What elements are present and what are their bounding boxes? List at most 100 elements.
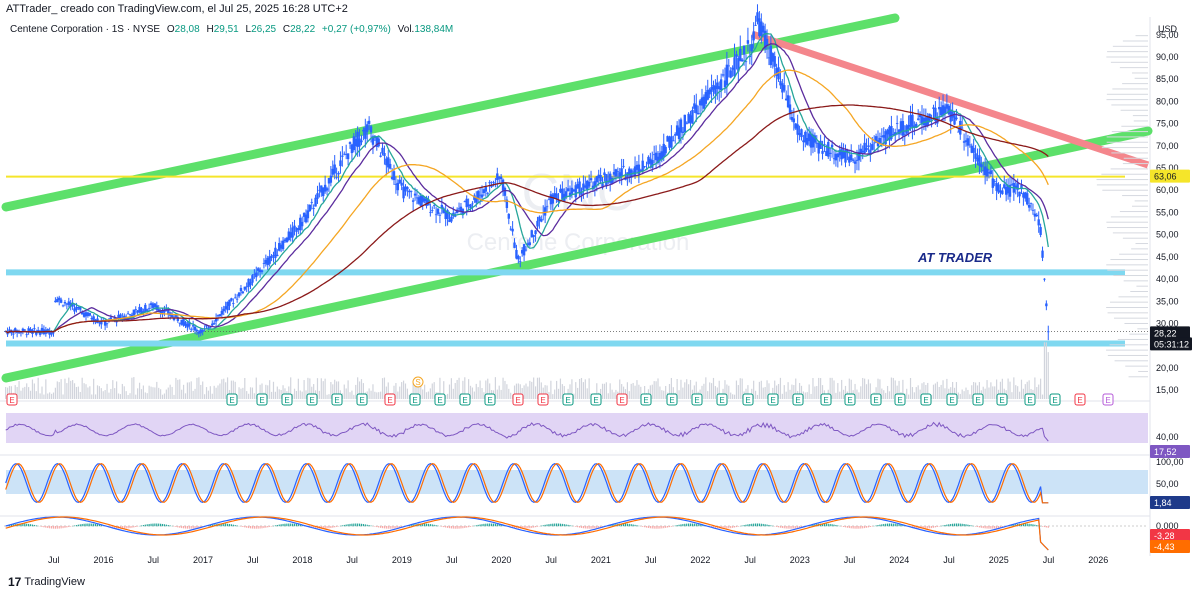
earnings-marker[interactable]: E — [281, 393, 293, 406]
candle-body — [515, 249, 518, 259]
earnings-marker[interactable]: E — [616, 393, 628, 406]
volume-bar — [102, 391, 104, 399]
earnings-marker[interactable]: E — [742, 393, 754, 406]
macd-histogram-bar — [743, 525, 745, 527]
macd-histogram-bar — [948, 524, 950, 527]
earnings-marker[interactable]: E — [226, 393, 238, 406]
earnings-marker[interactable]: E — [484, 393, 496, 406]
volume-bar — [349, 392, 351, 399]
earnings-marker[interactable]: E — [792, 393, 804, 406]
earnings-marker[interactable]: E — [996, 393, 1008, 406]
earnings-marker[interactable]: E — [1074, 393, 1086, 406]
earnings-marker[interactable]: E — [1024, 393, 1036, 406]
volume-bar — [860, 386, 862, 399]
volume-bar — [586, 388, 588, 399]
macd-histogram-bar — [693, 523, 695, 527]
macd-histogram-bar — [630, 524, 632, 527]
macd-histogram-bar — [544, 524, 546, 527]
macd-histogram-bar — [724, 526, 726, 529]
volume-profile-bar — [1107, 354, 1148, 356]
earnings-marker[interactable]: E — [434, 393, 446, 406]
macd-histogram-bar — [248, 526, 250, 529]
earnings-marker-label: E — [999, 396, 1004, 405]
macd-histogram-bar — [777, 526, 780, 528]
volume-bar — [85, 384, 87, 399]
candle-body — [886, 129, 889, 135]
volume-bar — [251, 387, 254, 399]
earnings-marker[interactable]: E — [6, 393, 18, 406]
macd-histogram-bar — [466, 526, 468, 528]
candle-body — [354, 138, 357, 146]
earnings-marker[interactable]: E — [256, 393, 268, 406]
earnings-marker[interactable]: E — [894, 393, 906, 406]
earnings-marker[interactable]: E — [844, 393, 856, 406]
volume-bar — [293, 388, 296, 399]
macd-histogram-bar — [427, 523, 430, 527]
earnings-marker[interactable]: E — [356, 393, 368, 406]
earnings-marker[interactable]: E — [870, 393, 882, 406]
volume-profile-bar — [1136, 285, 1148, 287]
macd-histogram-bar — [269, 526, 271, 527]
earnings-marker-box — [894, 393, 906, 406]
level-63-label-bg — [1150, 169, 1190, 183]
time-tick-label: 2020 — [491, 555, 511, 565]
earnings-marker[interactable]: E — [920, 393, 932, 406]
earnings-marker[interactable]: E — [946, 393, 958, 406]
tradingview-footer[interactable]: 17 TradingView — [8, 575, 85, 589]
candle-body — [538, 216, 541, 222]
earnings-marker[interactable]: E — [562, 393, 574, 406]
symbol-name[interactable]: Centene Corporation · 1S · NYSE — [10, 24, 161, 35]
earnings-marker[interactable]: E — [716, 393, 728, 406]
earnings-marker[interactable]: E — [590, 393, 602, 406]
earnings-marker[interactable]: E — [1102, 393, 1114, 406]
earnings-marker[interactable]: E — [820, 393, 832, 406]
macd-histogram-bar — [62, 526, 64, 529]
candle-body — [597, 174, 600, 179]
candle-body — [662, 143, 665, 157]
candle-body — [383, 153, 386, 156]
earnings-marker-box — [792, 393, 804, 406]
volume-bar — [267, 385, 269, 399]
earnings-marker[interactable]: E — [1049, 393, 1061, 406]
split-marker[interactable]: S — [412, 376, 424, 388]
earnings-marker[interactable]: E — [331, 393, 343, 406]
candle-body — [807, 133, 811, 142]
macd-histogram-bar — [184, 526, 187, 529]
volume-profile-bar — [1135, 243, 1148, 245]
macd-histogram-bar — [760, 523, 762, 527]
volume-bar — [517, 383, 519, 399]
earnings-marker[interactable]: E — [666, 393, 678, 406]
candle-body — [88, 313, 92, 316]
macd-histogram-bar — [282, 523, 284, 527]
volume-bar — [726, 384, 728, 399]
volume-bar — [841, 379, 843, 399]
candle-body — [591, 185, 595, 190]
volume-bar — [1024, 384, 1026, 399]
candle-body — [794, 123, 797, 129]
volume-bar — [75, 387, 78, 399]
volume-bar — [211, 393, 213, 399]
volume-bar — [372, 384, 374, 399]
candle-body — [695, 104, 698, 114]
earnings-marker[interactable]: E — [409, 393, 421, 406]
earnings-marker[interactable]: E — [384, 393, 396, 406]
earnings-marker[interactable]: E — [972, 393, 984, 406]
earnings-marker[interactable]: E — [459, 393, 471, 406]
candle-body — [934, 107, 937, 122]
volume-bar — [188, 382, 190, 399]
earnings-marker[interactable]: E — [767, 393, 779, 406]
macd-histogram-bar — [888, 523, 891, 527]
earnings-marker[interactable]: E — [512, 393, 524, 406]
macd-histogram-bar — [730, 526, 732, 529]
candle-body — [262, 263, 266, 264]
candle-body — [853, 161, 857, 164]
candle-body — [335, 176, 338, 178]
earnings-marker[interactable]: E — [537, 393, 549, 406]
volume-bar — [820, 378, 822, 399]
earnings-marker[interactable]: E — [691, 393, 703, 406]
macd-histogram-bar — [632, 524, 634, 527]
macd-histogram-bar — [789, 526, 791, 529]
earnings-marker[interactable]: E — [640, 393, 652, 406]
earnings-marker[interactable]: E — [306, 393, 318, 406]
